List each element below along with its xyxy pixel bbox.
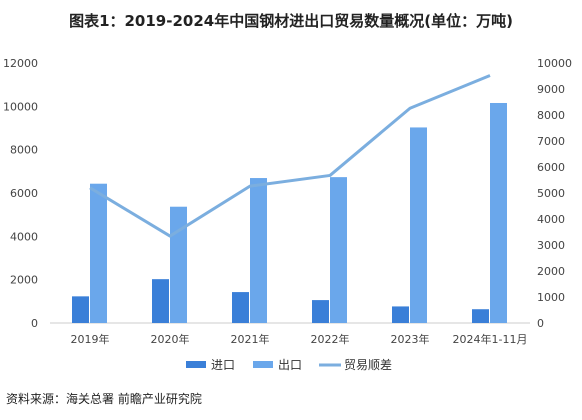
right-tick-label: 3000 <box>537 239 565 252</box>
right-tick-label: 4000 <box>537 213 565 226</box>
left-tick-label: 2000 <box>10 274 38 287</box>
import-bar <box>312 300 329 323</box>
import-bar <box>72 296 89 323</box>
chart-title: 图表1：2019-2024年中国钢材进出口贸易数量概况(单位：万吨) <box>69 12 513 30</box>
import-bar <box>472 309 489 323</box>
export-bar <box>170 206 187 323</box>
left-tick-label: 0 <box>31 317 38 330</box>
trade-surplus-line-group <box>89 74 491 238</box>
left-tick-label: 6000 <box>10 187 38 200</box>
legend-label: 出口 <box>278 358 302 372</box>
left-tick-label: 8000 <box>10 144 38 157</box>
legend-label: 进口 <box>211 358 235 372</box>
import-bar <box>392 306 409 323</box>
source-note: 资料来源：海关总署 前瞻产业研究院 <box>6 392 202 406</box>
right-tick-label: 1000 <box>537 291 565 304</box>
right-tick-label: 10000 <box>537 57 572 70</box>
x-tick-label: 2020年 <box>151 332 190 346</box>
trade-surplus-line <box>89 74 491 238</box>
right-tick-label: 6000 <box>537 161 565 174</box>
export-bar <box>330 177 347 323</box>
legend-swatch <box>186 361 206 368</box>
left-axis: 0 2000 4000 6000 8000 10000 12000 <box>3 57 38 330</box>
x-axis-ticks: 2019年 2020年 2021年 2022年 2023年 2024年1-11月 <box>71 332 528 346</box>
right-tick-label: 5000 <box>537 187 565 200</box>
legend: 进口 出口 贸易顺差 <box>186 358 392 372</box>
import-bar <box>152 279 169 323</box>
right-tick-label: 8000 <box>537 109 565 122</box>
right-tick-label: 0 <box>537 317 544 330</box>
bars <box>72 102 507 323</box>
right-axis: 0 1000 2000 3000 4000 5000 6000 7000 8000 9000 100… <box>537 57 572 330</box>
x-tick-label: 2024年1-11月 <box>453 332 528 346</box>
legend-swatch <box>253 361 273 368</box>
x-tick-label: 2019年 <box>71 332 110 346</box>
x-tick-label: 2023年 <box>391 332 430 346</box>
left-tick-label: 10000 <box>3 100 38 113</box>
import-bar <box>232 292 249 323</box>
export-bar <box>250 178 267 323</box>
x-tick-label: 2021年 <box>231 332 270 346</box>
export-bar <box>490 102 507 323</box>
export-bar <box>90 183 107 323</box>
x-tick-label: 2022年 <box>311 332 350 346</box>
right-tick-label: 7000 <box>537 135 565 148</box>
left-tick-label: 12000 <box>3 57 38 70</box>
legend-label: 贸易顺差 <box>344 358 392 372</box>
export-bar <box>410 127 427 323</box>
right-tick-label: 2000 <box>537 265 565 278</box>
right-tick-label: 9000 <box>537 83 565 96</box>
left-tick-label: 4000 <box>10 230 38 243</box>
